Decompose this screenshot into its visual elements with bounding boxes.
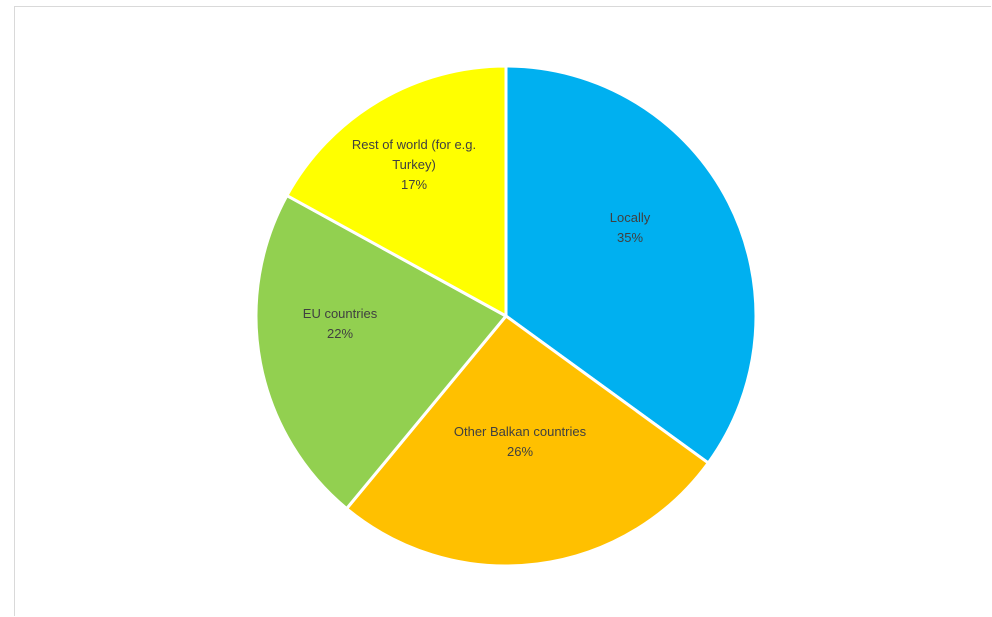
pie-slice-locally [504,64,758,465]
pie-slices [254,64,758,568]
slice-category-label: Other Balkan countries [454,424,587,439]
pie-slice-other-balkan-countries [345,314,710,568]
slice-percent-label: 35% [617,230,643,245]
slice-category-label: Locally [610,210,651,225]
slice-category-label: EU countries [303,306,378,321]
slice-percent-label: 26% [507,444,533,459]
pie-slice-rest-of-world-for-e-g-turkey [285,64,508,318]
slice-percent-label: 17% [401,177,427,192]
pie-labels: Locally 35% Other Balkan countries 26% EU co… [303,137,651,459]
slice-percent-label: 22% [327,326,353,341]
slice-category-label: Turkey) [392,157,436,172]
pie-slice-eu-countries [254,194,508,511]
slice-category-label: Rest of world (for e.g. [352,137,476,152]
